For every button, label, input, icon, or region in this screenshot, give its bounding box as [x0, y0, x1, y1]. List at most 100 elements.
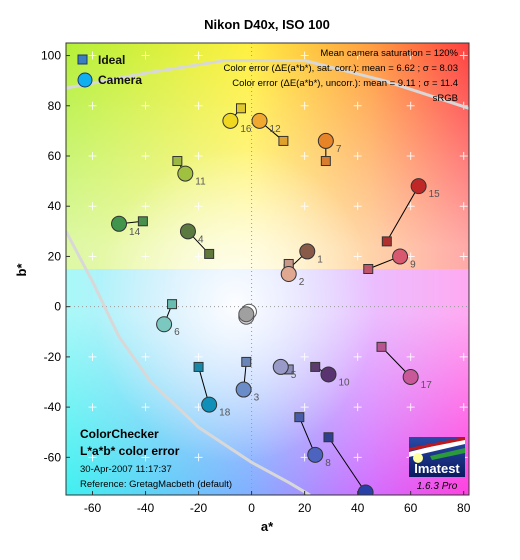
- legend-ideal-label: Ideal: [98, 53, 125, 67]
- ideal-point-6: [167, 299, 178, 310]
- grid-marker: [141, 101, 150, 110]
- grid-marker: [353, 252, 362, 261]
- grid-marker: [194, 403, 203, 412]
- error-line-15: [386, 185, 420, 242]
- grid-marker: [88, 101, 97, 110]
- grid-marker: [459, 51, 468, 60]
- camera-point-7: [317, 132, 334, 149]
- ideal-point-7: [320, 156, 331, 167]
- neutral-camera-point: [238, 306, 255, 323]
- grid-marker: [353, 202, 362, 211]
- x-tick-label: 0: [248, 501, 255, 515]
- grid-marker: [88, 453, 97, 462]
- grid-marker: [406, 101, 415, 110]
- y-tick-label: 100: [41, 49, 61, 63]
- grid-marker: [459, 202, 468, 211]
- y-tick-label: 0: [54, 300, 61, 314]
- patch-label-16: 16: [240, 124, 252, 135]
- camera-point-6: [156, 316, 173, 333]
- camera-point-8: [307, 446, 324, 463]
- legend-camera-marker: [77, 72, 93, 88]
- grid-marker: [194, 252, 203, 261]
- imatest-logo: Imatest 1.6.3 Pro: [409, 437, 465, 492]
- grid-marker: [88, 202, 97, 211]
- grid-marker: [353, 403, 362, 412]
- x-tick-label: -40: [137, 501, 155, 515]
- grid-marker: [141, 51, 150, 60]
- camera-point-16: [222, 112, 239, 129]
- patch-label-6: 6: [174, 327, 180, 338]
- y-tick-label: 40: [48, 199, 62, 213]
- camera-point-17: [402, 368, 419, 385]
- patch-label-12: 12: [270, 124, 282, 135]
- grid-marker: [353, 453, 362, 462]
- grid-marker: [141, 403, 150, 412]
- grid-marker: [300, 453, 309, 462]
- ideal-point-11: [172, 156, 183, 167]
- grid-marker: [141, 202, 150, 211]
- ideal-point-3: [241, 356, 252, 367]
- camera-point-3: [235, 381, 252, 398]
- grid-marker: [88, 51, 97, 60]
- patch-label-13: 13: [376, 495, 388, 506]
- grid: [66, 43, 469, 495]
- x-tick-label: -60: [84, 501, 102, 515]
- grid-marker: [88, 152, 97, 160]
- grid-marker: [406, 202, 415, 211]
- y-tick-label: 20: [48, 249, 62, 263]
- grid-marker: [300, 202, 309, 211]
- ideal-point-17: [376, 341, 387, 352]
- grid-marker: [194, 453, 203, 462]
- plot-frame: [65, 42, 470, 496]
- legend: Ideal Camera: [77, 53, 142, 88]
- x-tick-label: 20: [298, 501, 312, 515]
- legend-camera-label: Camera: [98, 73, 142, 87]
- grid-marker: [406, 352, 415, 361]
- camera-point-13: [357, 484, 374, 495]
- grid-marker: [194, 101, 203, 110]
- patch-label-14: 14: [129, 227, 141, 238]
- camera-point-10: [320, 366, 337, 383]
- patch-label-10: 10: [338, 377, 350, 388]
- stats-box: Mean camera saturation = 120% Color erro…: [224, 48, 459, 104]
- grid-marker: [88, 403, 97, 412]
- y-tick-label: 80: [48, 99, 62, 113]
- grid-marker: [194, 152, 203, 160]
- ideal-point-9: [363, 264, 374, 274]
- patch-label-15: 15: [429, 189, 441, 200]
- camera-point-14: [111, 215, 128, 232]
- x-tick-label: 80: [457, 501, 471, 515]
- axis-ticks: -60 -40 -20 0 20 40 60 80 100 80 60 40 20 0 -20 -40 -60: [41, 49, 471, 515]
- camera-point-4: [179, 223, 196, 240]
- camera-point-1: [299, 243, 316, 260]
- camera-point-15: [410, 178, 427, 195]
- stats-error-uncorrected: Color error (ΔE(a*b*), uncorr.): mean = …: [232, 78, 458, 89]
- y-tick-label: -40: [44, 400, 62, 414]
- camera-point-18: [201, 396, 218, 413]
- x-tick-label: 60: [404, 501, 418, 515]
- camera-point-5: [272, 358, 289, 375]
- ideal-point-14: [137, 216, 148, 227]
- info-metric: L*a*b* color error: [80, 444, 180, 458]
- grid-marker: [141, 453, 150, 462]
- grid-marker: [300, 152, 309, 160]
- grid-marker: [88, 252, 97, 261]
- patch-label-5: 5: [291, 370, 297, 381]
- grid-marker: [194, 202, 203, 211]
- info-reference: Reference: GretagMacbeth (default): [80, 479, 232, 490]
- patch-label-3: 3: [254, 393, 260, 404]
- grid-marker: [300, 352, 309, 361]
- grid-marker: [300, 51, 309, 60]
- grid-marker: [300, 101, 309, 110]
- info-block: ColorChecker L*a*b* color error 30-Apr-2…: [80, 427, 232, 490]
- camera-point-9: [392, 248, 409, 265]
- grid-marker: [194, 51, 203, 60]
- y-tick-label: -20: [44, 350, 62, 364]
- grid-marker: [459, 352, 468, 361]
- ideal-point-12: [278, 135, 289, 146]
- camera-point-12: [251, 112, 268, 129]
- camera-point-11: [177, 165, 194, 182]
- patch-label-1: 1: [317, 254, 323, 265]
- ideal-point-8: [294, 412, 305, 423]
